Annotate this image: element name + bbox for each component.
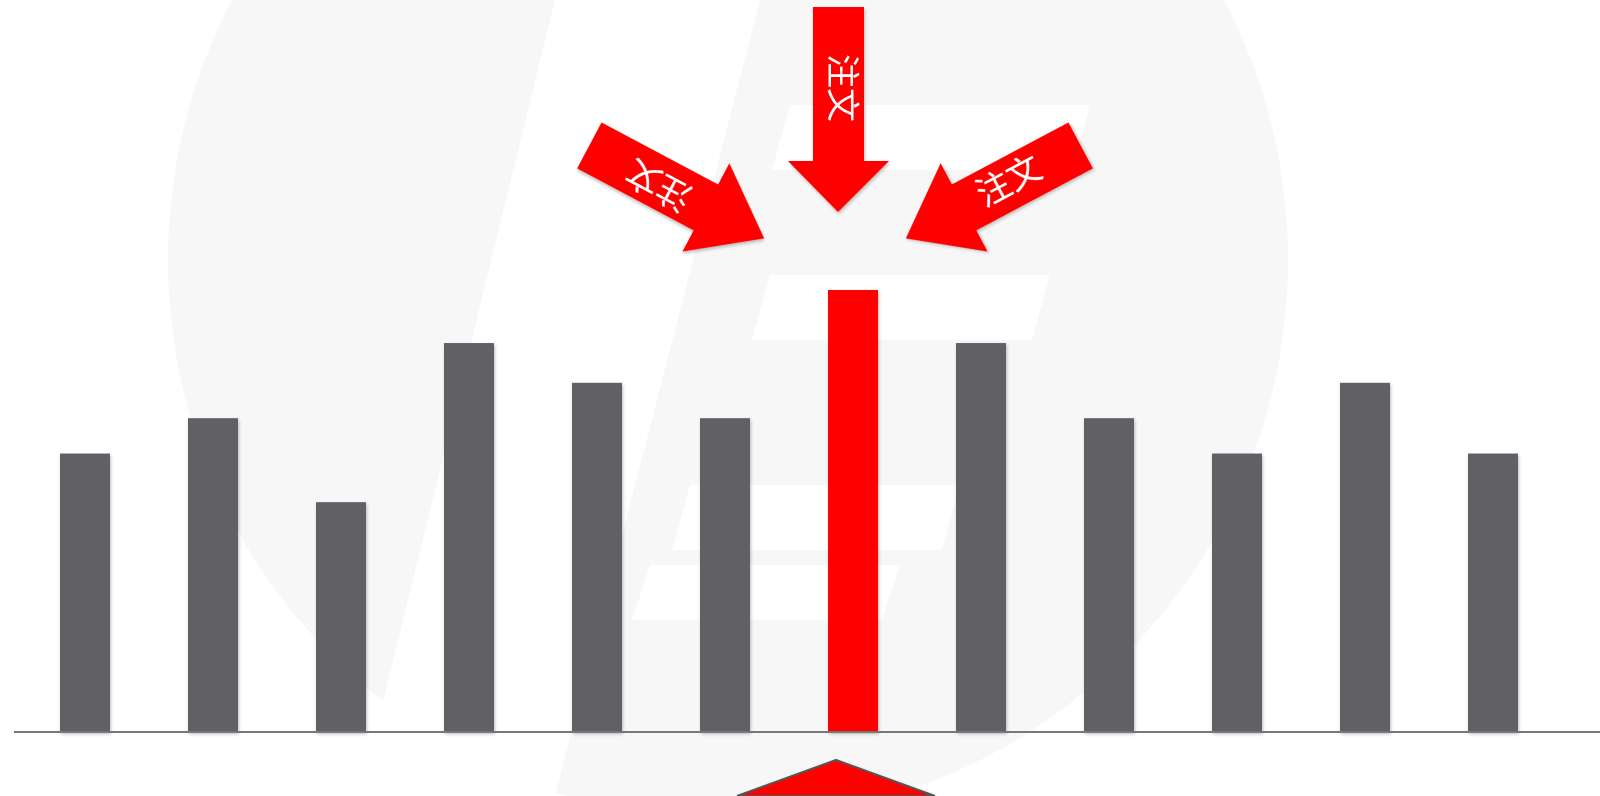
bar — [700, 418, 750, 732]
bar — [1084, 418, 1134, 732]
right-arrow-shape — [905, 122, 1093, 252]
top-arrow-shape — [788, 7, 889, 212]
triangle-up-icon — [736, 758, 936, 796]
bar — [572, 382, 622, 732]
top-arrow-label: 注文 — [822, 54, 862, 122]
watermark-stripe-2 — [752, 275, 1050, 340]
left-arrow-shape — [577, 122, 765, 252]
bar — [1212, 453, 1262, 732]
bar — [188, 418, 238, 732]
bar-group — [60, 290, 1518, 732]
bar — [444, 343, 494, 732]
bar — [956, 343, 1006, 732]
bar — [316, 502, 366, 732]
highlighted-bar — [828, 290, 878, 732]
bar — [60, 453, 110, 732]
bar — [1340, 382, 1390, 732]
arrow-down-icon: 注文 — [788, 7, 889, 212]
bar — [1468, 453, 1518, 732]
